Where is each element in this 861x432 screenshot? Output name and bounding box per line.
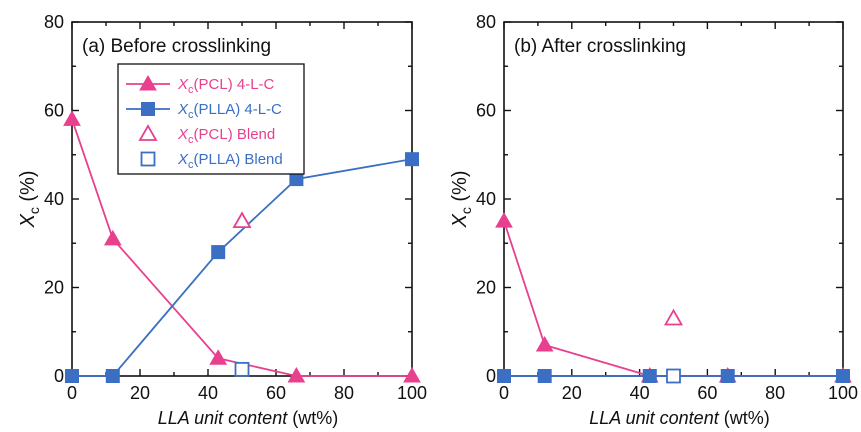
- x-tick-label: 80: [334, 383, 354, 403]
- x-tick-label: 40: [198, 383, 218, 403]
- y-tick-label: 80: [476, 12, 496, 32]
- data-point-series-0: [495, 212, 513, 228]
- panel-annotation: (a) Before crosslinking: [82, 36, 271, 57]
- chart-panel-a: 0 20 40 60 80 0 20 40 60 80 100 (a) Before crosslin…: [17, 12, 427, 428]
- y-tick-label: 20: [44, 278, 64, 298]
- y-tick-label: 80: [44, 12, 64, 32]
- data-point-series-1: [405, 152, 419, 167]
- y-axis-label: Xc (%): [17, 170, 42, 228]
- y-tick-label: 20: [476, 278, 496, 298]
- y-axis-label: Xc (%): [449, 170, 474, 228]
- legend-label-3: Xc(PLLA) Blend: [177, 151, 283, 171]
- x-tick-label: 100: [397, 383, 427, 403]
- legend-marker: [138, 124, 158, 141]
- data-point-series-2: [663, 308, 684, 326]
- data-point-series-1: [497, 369, 511, 383]
- data-point-series-0: [103, 229, 122, 246]
- panel-annotation: (b) After crosslinking: [514, 36, 686, 57]
- legend-marker: [140, 151, 156, 167]
- legend-label-1: Xc(PLLA) 4-L-C: [177, 101, 282, 121]
- x-tick-label: 40: [630, 383, 650, 403]
- data-point-series-1: [105, 369, 120, 383]
- legend: Xc(PCL) 4-L-C Xc(PLLA) 4-L-C Xc(PCL) Blend…: [117, 63, 305, 175]
- y-tick-label: 60: [476, 101, 496, 121]
- data-point-series-1: [65, 369, 79, 383]
- series-line-0: [503, 220, 843, 377]
- data-point-series-1: [537, 369, 552, 383]
- data-point-series-0: [287, 366, 306, 383]
- legend-marker: [139, 74, 157, 91]
- x-axis-label: LLA unit content (wt%): [589, 408, 769, 428]
- x-tick-label: 100: [828, 383, 858, 403]
- series-line-1: [72, 158, 413, 377]
- x-tick-label: 60: [697, 383, 717, 403]
- data-point-series-3: [234, 361, 250, 377]
- data-point-series-0: [403, 366, 421, 383]
- y-tick-label: 40: [476, 189, 496, 209]
- y-tick-label: 0: [54, 366, 64, 386]
- data-point-series-2: [232, 211, 252, 229]
- x-tick-label: 20: [562, 383, 582, 403]
- legend-label-2: Xc(PCL) Blend: [177, 126, 275, 146]
- x-tick-label: 60: [266, 383, 286, 403]
- y-tick-label: 0: [486, 366, 496, 386]
- data-point-series-0: [209, 349, 228, 365]
- legend-label-0: Xc(PCL) 4-L-C: [177, 76, 275, 96]
- x-tick-label: 0: [67, 383, 77, 403]
- legend-marker: [141, 102, 155, 116]
- y-tick-label: 40: [44, 189, 64, 209]
- data-point-series-1: [642, 369, 657, 383]
- y-tick-label: 60: [44, 101, 64, 121]
- data-point-series-1: [720, 369, 735, 383]
- x-tick-label: 20: [130, 383, 150, 403]
- data-point-series-0: [535, 336, 554, 352]
- x-axis-label: LLA unit content (wt%): [158, 408, 338, 428]
- x-tick-label: 80: [765, 383, 785, 403]
- chart-panel-b: 0 20 40 60 80 0 20 40 60 80 100 (b) After crosslink…: [449, 12, 858, 428]
- x-tick-label: 0: [499, 383, 509, 403]
- data-point-series-0: [63, 110, 81, 126]
- data-point-series-1: [836, 369, 850, 383]
- data-point-series-1: [211, 245, 226, 260]
- data-point-series-3: [666, 368, 681, 384]
